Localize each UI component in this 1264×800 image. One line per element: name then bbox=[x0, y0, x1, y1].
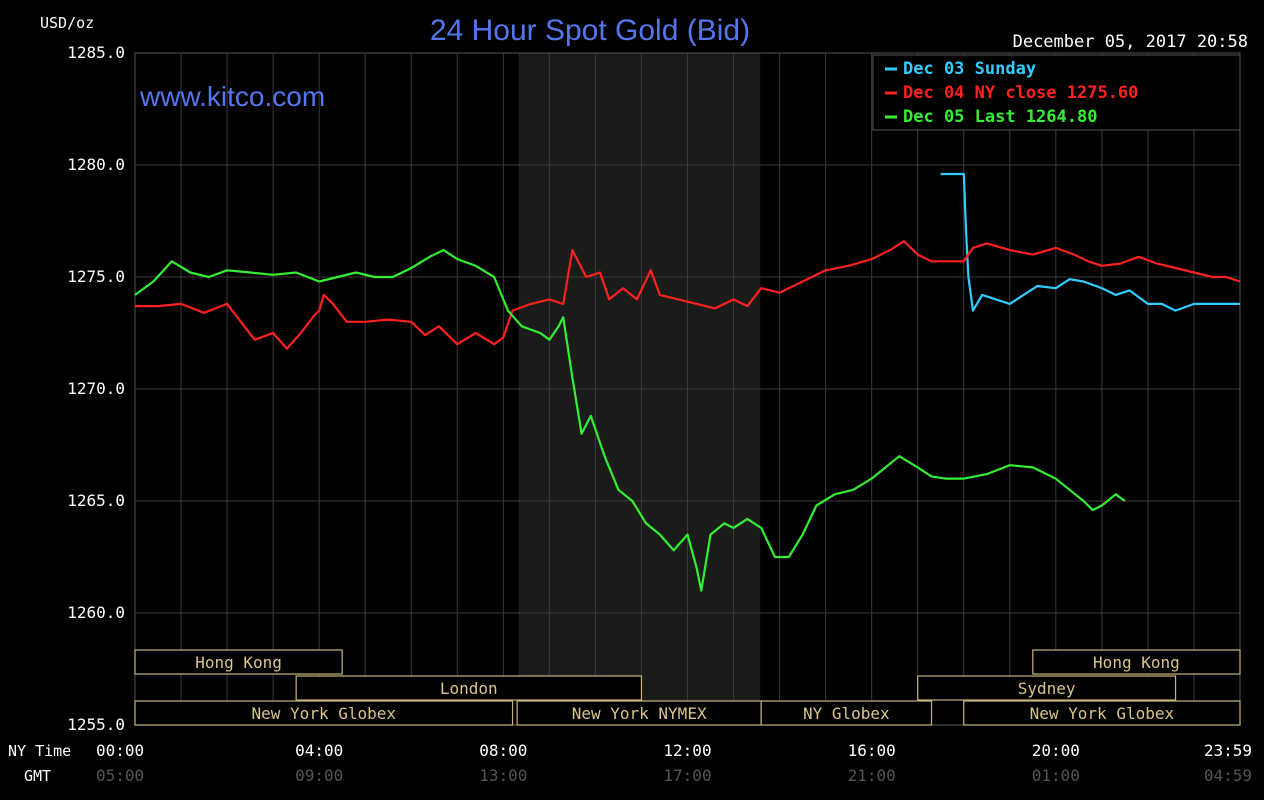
x-tick-label-gmt: 21:00 bbox=[848, 766, 896, 785]
session-bar bbox=[1032, 649, 1241, 675]
ny-time-row-label: NY Time bbox=[8, 742, 71, 760]
y-tick-label: 1285.0 bbox=[67, 43, 125, 62]
y-tick-label: 1265.0 bbox=[67, 491, 125, 510]
x-tick-label-gmt: 09:00 bbox=[295, 766, 343, 785]
x-tick-label-ny: 20:00 bbox=[1032, 741, 1080, 760]
x-tick-label-ny: 16:00 bbox=[848, 741, 896, 760]
session-label: NY Globex bbox=[803, 704, 890, 723]
x-tick-label-gmt: 04:59 bbox=[1204, 766, 1252, 785]
legend-box bbox=[872, 54, 1241, 131]
x-tick-label-ny: 23:59 bbox=[1204, 741, 1252, 760]
y-tick-label: 1275.0 bbox=[67, 267, 125, 286]
legend-entry: Dec 03 Sunday bbox=[903, 59, 1036, 79]
x-tick-label-ny: 00:00 bbox=[96, 741, 144, 760]
session-label: London bbox=[440, 679, 498, 698]
session-bar bbox=[295, 675, 643, 701]
watermark: www.kitco.com bbox=[139, 81, 325, 112]
legend-entry: Dec 05 Last 1264.80 bbox=[903, 107, 1097, 127]
session-label: Hong Kong bbox=[195, 653, 282, 672]
session-label: New York Globex bbox=[1030, 704, 1175, 723]
x-tick-label-ny: 08:00 bbox=[479, 741, 527, 760]
y-tick-label: 1260.0 bbox=[67, 603, 125, 622]
session-label: Hong Kong bbox=[1093, 653, 1180, 672]
session-bar bbox=[134, 700, 514, 726]
session-label: New York Globex bbox=[252, 704, 397, 723]
session-label: New York NYMEX bbox=[572, 704, 707, 723]
y-tick-label: 1255.0 bbox=[67, 715, 125, 734]
series-line-3 bbox=[134, 249, 1126, 592]
y-axis-unit-label: USD/oz bbox=[40, 14, 94, 32]
x-tick-label-gmt: 17:00 bbox=[663, 766, 711, 785]
y-tick-label: 1280.0 bbox=[67, 155, 125, 174]
x-tick-label-gmt: 05:00 bbox=[96, 766, 144, 785]
session-bar bbox=[760, 700, 933, 726]
x-tick-label-gmt: 01:00 bbox=[1032, 766, 1080, 785]
x-tick-label-ny: 12:00 bbox=[663, 741, 711, 760]
y-tick-label: 1270.0 bbox=[67, 379, 125, 398]
gmt-row-label: GMT bbox=[24, 767, 51, 785]
legend: Dec 03 Sunday Dec 04 NY close 1275.60 Dec … bbox=[872, 54, 1241, 131]
x-tick-label-gmt: 13:00 bbox=[479, 766, 527, 785]
session-label: Sydney bbox=[1018, 679, 1076, 698]
series-line-2 bbox=[135, 240, 1241, 350]
session-bar bbox=[516, 700, 762, 726]
chart-title: 24 Hour Spot Gold (Bid) bbox=[430, 14, 750, 47]
timestamp: December 05, 2017 20:58 bbox=[1013, 32, 1248, 52]
series-line-1 bbox=[940, 172, 1240, 312]
x-tick-label-ny: 04:00 bbox=[295, 741, 343, 760]
session-bar bbox=[963, 700, 1241, 726]
legend-entry: Dec 04 NY close 1275.60 bbox=[903, 83, 1138, 103]
session-bar bbox=[917, 675, 1177, 701]
session-bar bbox=[134, 649, 343, 675]
